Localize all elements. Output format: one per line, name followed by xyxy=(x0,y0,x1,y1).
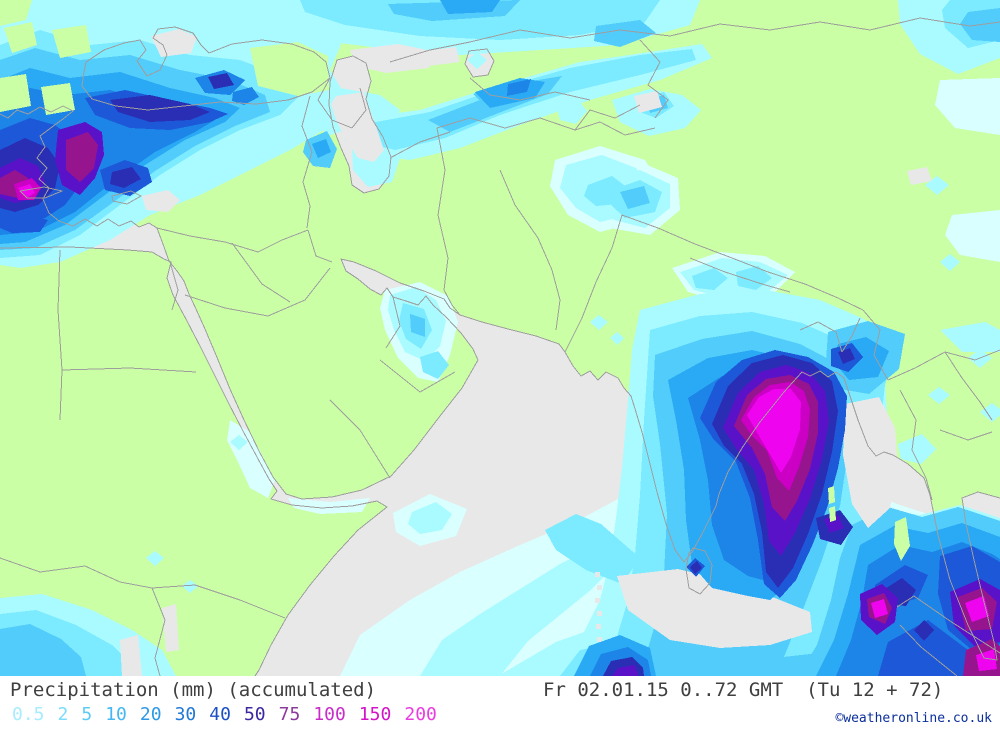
coastlines xyxy=(0,26,1000,676)
legend-value-200: 200 xyxy=(404,704,437,725)
legend-value-0.5: 0.5 xyxy=(12,704,45,725)
legend-value-100: 100 xyxy=(313,704,346,725)
legend-value-2: 2 xyxy=(57,704,69,725)
legend-value-20: 20 xyxy=(139,704,162,725)
legend-value-40: 40 xyxy=(209,704,231,725)
precip-level-200 xyxy=(18,184,997,671)
legend-value-30: 30 xyxy=(174,704,197,725)
precipitation-map xyxy=(0,0,1000,676)
land-africa xyxy=(0,247,387,676)
legend-value-50: 50 xyxy=(243,704,266,725)
footer-bar: Precipitation (mm) (accumulated) Fr 02.0… xyxy=(0,676,1000,733)
copyright-link[interactable]: ©weatheronline.co.uk xyxy=(835,711,992,726)
map-area xyxy=(0,0,1000,676)
dry-spots xyxy=(120,29,932,676)
legend-value-150: 150 xyxy=(358,704,392,725)
country-borders xyxy=(0,17,1000,676)
dry-land-patches xyxy=(0,0,910,561)
legend-value-5: 5 xyxy=(81,704,93,725)
legend-value-10: 10 xyxy=(105,704,127,725)
legend-values: 0.5 2 5 10 20 30 40 50 75 100 150 200 xyxy=(12,704,437,725)
map-title: Precipitation (mm) (accumulated) xyxy=(10,679,377,701)
forecast-datetime: Fr 02.01.15 0..72 GMT (Tu 12 + 72) xyxy=(543,679,944,701)
legend-value-75: 75 xyxy=(278,704,301,725)
